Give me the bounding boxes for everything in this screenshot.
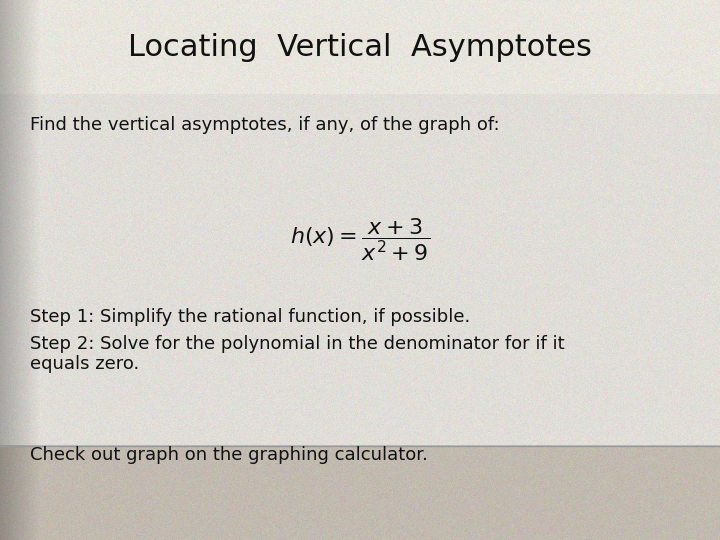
Text: Step 2: Solve for the polynomial in the denominator for if it: Step 2: Solve for the polynomial in the … [30,335,564,353]
Text: Check out graph on the graphing calculator.: Check out graph on the graphing calculat… [30,447,428,464]
Text: Find the vertical asymptotes, if any, of the graph of:: Find the vertical asymptotes, if any, of… [30,117,500,134]
Text: Locating  Vertical  Asymptotes: Locating Vertical Asymptotes [128,33,592,62]
Text: Step 1: Simplify the rational function, if possible.: Step 1: Simplify the rational function, … [30,308,470,326]
Text: equals zero.: equals zero. [30,355,139,373]
Text: $h(x) = \dfrac{x + 3}{x^{2} + 9}$: $h(x) = \dfrac{x + 3}{x^{2} + 9}$ [290,217,430,264]
